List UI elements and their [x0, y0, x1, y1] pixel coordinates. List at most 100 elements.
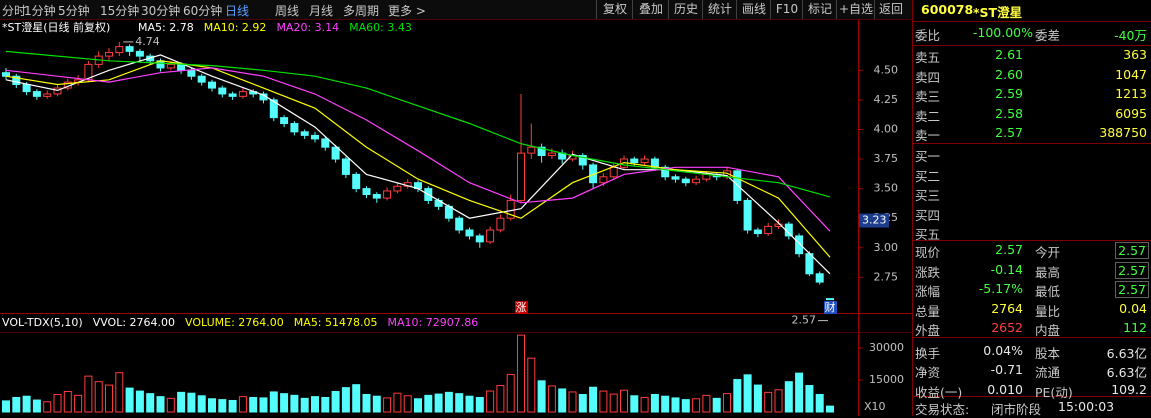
volume-bar — [599, 390, 608, 413]
period-tab[interactable]: 1分钟 — [24, 4, 56, 18]
panel-text: 总量 — [915, 303, 941, 319]
candle-body — [341, 158, 350, 175]
volume-bar — [826, 405, 834, 413]
volume-bar — [290, 394, 299, 413]
period-tab[interactable]: 多周期 — [343, 4, 380, 18]
volume-bar — [218, 399, 227, 413]
candle-body — [753, 229, 762, 235]
candle-body — [2, 72, 10, 77]
period-tab[interactable]: 60分钟 — [183, 4, 223, 18]
candle-body — [599, 176, 608, 184]
panel-text: -0.14 — [990, 261, 1023, 277]
candle-body — [352, 173, 361, 190]
volume-bar — [475, 396, 484, 413]
volume-bar — [146, 393, 155, 413]
candle-body — [290, 123, 299, 133]
panel-text: 2.57 — [1115, 261, 1149, 279]
panel-text: 买二 — [915, 168, 941, 184]
panel-text: 6095 — [1115, 105, 1147, 121]
panel-text: 2.58 — [995, 105, 1023, 121]
candle-body — [681, 178, 690, 184]
toolbar-button[interactable]: 画线 — [736, 0, 771, 19]
ma-line — [5, 67, 831, 232]
cursor-price-box — [859, 213, 889, 228]
candle-body — [362, 188, 371, 196]
volume-bar — [815, 393, 824, 413]
candle-body — [105, 52, 113, 57]
candle-body — [300, 131, 309, 136]
period-tab[interactable]: 30分钟 — [141, 4, 181, 18]
panel-text: 112 — [1123, 320, 1147, 335]
volume-bar — [712, 397, 721, 413]
candle-body — [455, 217, 464, 231]
volume-bar — [506, 373, 515, 413]
candle-body — [43, 93, 52, 97]
volume-bar — [723, 393, 731, 413]
candle-body — [795, 235, 804, 255]
toolbar: 分时 1分钟 5分钟 15分钟 30分钟 60分钟 日线 周线 月线 多周期 更多 > 复权 叠加 历史统… — [0, 0, 912, 20]
toolbar-button[interactable]: F10 — [770, 0, 803, 19]
panel-text: 净资 — [915, 365, 941, 380]
toolbar-button[interactable]: +自选 — [836, 0, 875, 19]
volume-bar — [22, 395, 31, 413]
panel-text: 闭市阶段 — [991, 402, 1042, 417]
panel-text: 最低 — [1035, 284, 1061, 299]
period-tab[interactable]: 月线 — [309, 4, 334, 18]
volume-bar — [414, 398, 422, 413]
volume-bar — [496, 385, 505, 413]
candle-body — [22, 84, 31, 93]
volume-bar — [702, 394, 711, 413]
volume-bar — [609, 393, 618, 413]
toolbar-button[interactable]: 标记 — [802, 0, 837, 19]
volume-bar — [527, 357, 536, 413]
volume-bar — [125, 387, 134, 413]
volume-bar — [331, 391, 340, 413]
panel-text: 换手 — [915, 345, 941, 361]
volume-bar — [774, 389, 783, 413]
volume-bar — [661, 395, 670, 413]
toolbar-button[interactable]: 叠加 — [632, 0, 669, 19]
toolbar-button[interactable]: 返回 — [874, 0, 907, 19]
toolbar-button[interactable]: 历史 — [668, 0, 703, 19]
candle-body — [187, 69, 196, 77]
volume-legend: MA10: 72907.86 — [388, 316, 479, 329]
candle-body — [135, 50, 144, 57]
volume-bar — [321, 396, 330, 413]
legend-entry: MA60: 3.43 — [349, 21, 412, 34]
period-tab[interactable]: 更多 > — [388, 4, 426, 18]
volume-bar — [558, 388, 567, 413]
stock-code: 600078 — [921, 2, 974, 17]
period-tab[interactable]: 分时 — [2, 4, 27, 18]
period-tab[interactable]: 日线 — [225, 4, 250, 18]
panel-text: 现价 — [915, 245, 941, 260]
panel-text: 109.2 — [1111, 381, 1147, 397]
period-tab[interactable]: 5分钟 — [58, 4, 90, 18]
legend-entry: MA20: 3.14 — [276, 21, 339, 34]
toolbar-button[interactable]: 统计 — [702, 0, 737, 19]
toolbar-button[interactable]: 复权 — [596, 0, 633, 19]
candle-body — [331, 146, 340, 160]
period-tab[interactable]: 15分钟 — [100, 4, 140, 18]
event-marker-label: 涨 — [516, 301, 527, 314]
panel-text: 买三 — [915, 188, 941, 203]
cursor-price-label: 3.23 — [862, 214, 887, 227]
period-tab[interactable]: 周线 — [275, 4, 300, 18]
candle-body — [547, 152, 556, 156]
panel-text: 6.63亿 — [1106, 365, 1147, 380]
volume-bar — [403, 395, 412, 413]
volume-bar — [269, 391, 278, 413]
ma-line — [5, 60, 831, 258]
volume-bar — [32, 399, 41, 413]
volume-legend: VVOL: 2764.00 — [93, 316, 175, 329]
volume-bar — [568, 391, 577, 413]
volume-bar — [671, 397, 680, 413]
volume-bar — [2, 400, 10, 413]
candle-body — [321, 138, 330, 148]
candle-body — [578, 154, 587, 166]
volume-bar — [311, 396, 319, 413]
volume-bar — [383, 397, 392, 413]
panel-text: 卖一 — [915, 128, 941, 143]
panel-text: 15:00:03 — [1058, 399, 1115, 414]
panel-text: 2.61 — [995, 47, 1023, 62]
